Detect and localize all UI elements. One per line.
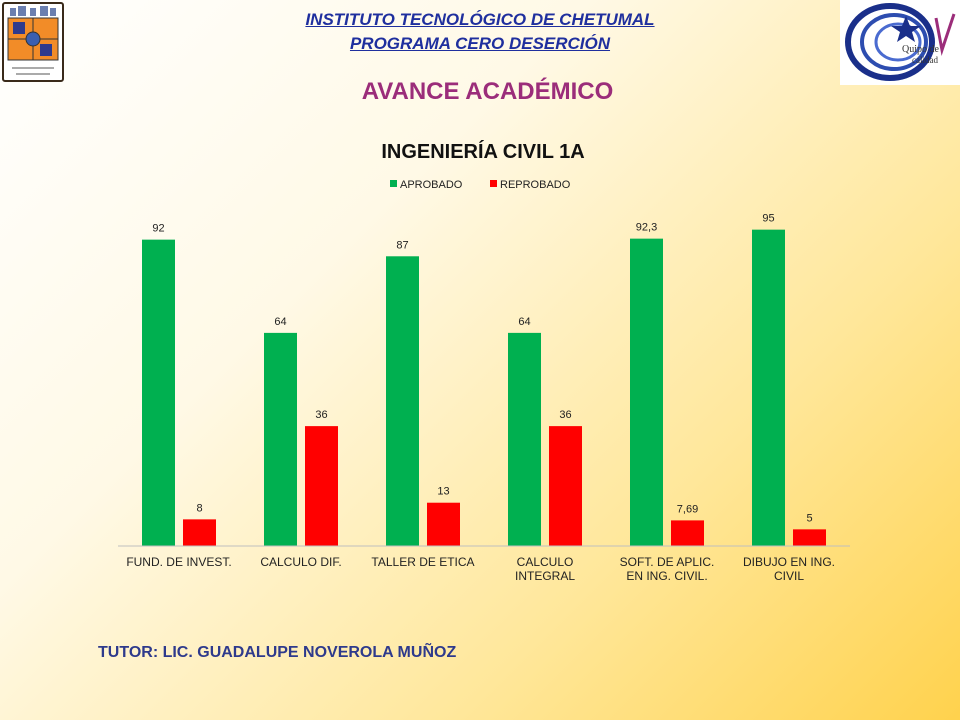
svg-text:calidad: calidad (912, 55, 938, 65)
bar-aprobado-0 (142, 239, 175, 546)
bar-reprobado-2 (427, 502, 460, 546)
data-label-reprobado-1: 36 (315, 409, 327, 421)
x-tick-label: CALCULO (517, 555, 574, 569)
program-name: PROGRAMA CERO DESERCIÓN (349, 34, 611, 53)
x-tick-label: FUND. DE INVEST. (126, 555, 231, 569)
legend-swatch (390, 180, 397, 187)
bar-reprobado-3 (549, 426, 582, 546)
data-label-reprobado-2: 13 (437, 486, 449, 498)
data-label-aprobado-2: 87 (396, 239, 408, 251)
chart-legend: APROBADO REPROBADO (390, 179, 571, 191)
svg-text:Quipo de: Quipo de (902, 44, 940, 55)
data-label-aprobado-1: 64 (274, 316, 286, 328)
chart-title: INGENIERÍA CIVIL 1A (381, 140, 584, 163)
legend-label: REPROBADO (500, 179, 571, 191)
data-label-reprobado-5: 5 (806, 512, 812, 524)
data-label-reprobado-3: 36 (559, 409, 571, 421)
x-tick-label: DIBUJO EN ING. (743, 555, 835, 569)
bar-aprobado-4 (630, 238, 663, 547)
data-label-aprobado-3: 64 (518, 316, 530, 328)
bars-group: 92 8 64 36 87 13 64 36 92,3 7,69 95 5 (142, 213, 826, 547)
equipo-calidad-logo-icon: Quipo de calidad (840, 0, 960, 85)
bar-aprobado-1 (264, 332, 297, 546)
data-label-reprobado-4: 7,69 (677, 503, 698, 515)
tutor-name: TUTOR: LIC. GUADALUPE NOVEROLA MUÑOZ (98, 644, 457, 661)
legend-item-reprobado: REPROBADO (490, 179, 571, 191)
institute-name: INSTITUTO TECNOLÓGICO DE CHETUMAL (305, 10, 655, 29)
page-title: AVANCE ACADÉMICO (361, 78, 614, 105)
bar-aprobado-5 (752, 229, 785, 546)
data-label-reprobado-0: 8 (196, 502, 202, 514)
bar-aprobado-2 (386, 256, 419, 546)
x-tick-label: SOFT. DE APLIC. (620, 555, 715, 569)
data-label-aprobado-5: 95 (762, 213, 774, 225)
data-label-aprobado-0: 92 (152, 223, 164, 235)
x-tick-label: EN ING. CIVIL. (626, 569, 707, 583)
x-tick-label: INTEGRAL (515, 569, 575, 583)
data-label-aprobado-4: 92,3 (636, 222, 657, 234)
bar-aprobado-3 (508, 332, 541, 546)
x-tick-label: CIVIL (774, 569, 804, 583)
institute-seal-icon (2, 2, 64, 82)
legend-item-aprobado: APROBADO (390, 179, 463, 191)
x-tick-label: TALLER DE ETICA (371, 555, 474, 569)
x-tick-label: CALCULO DIF. (260, 555, 341, 569)
bar-reprobado-0 (183, 519, 216, 546)
legend-label: APROBADO (400, 179, 463, 191)
x-axis-labels: FUND. DE INVEST. CALCULO DIF. TALLER DE ET… (126, 555, 835, 583)
bar-reprobado-4 (671, 520, 704, 546)
bar-reprobado-5 (793, 529, 826, 546)
legend-swatch (490, 180, 497, 187)
bar-reprobado-1 (305, 426, 338, 546)
